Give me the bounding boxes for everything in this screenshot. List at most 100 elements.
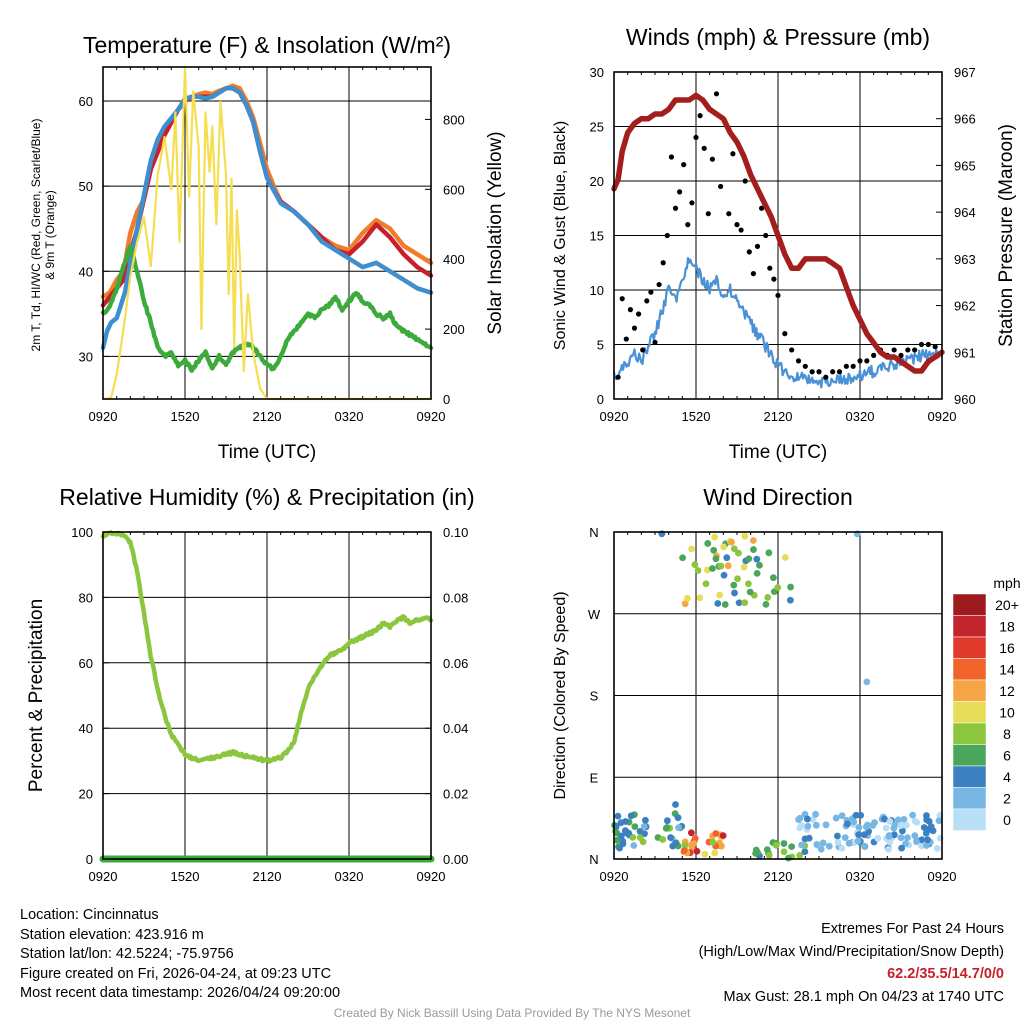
direction-point xyxy=(750,546,757,553)
direction-point xyxy=(622,829,630,836)
direction-point xyxy=(804,822,812,830)
x-tick-label: 2120 xyxy=(764,869,793,884)
direction-point xyxy=(886,818,894,825)
direction-point xyxy=(913,818,921,826)
direction-point xyxy=(924,836,931,844)
direction-point xyxy=(716,591,724,599)
direction-point xyxy=(886,838,894,846)
gust-point xyxy=(763,232,769,239)
direction-point xyxy=(710,546,718,554)
direction-point xyxy=(890,831,898,839)
gust-point xyxy=(677,189,683,195)
direction-point xyxy=(702,580,710,588)
direction-point xyxy=(834,832,841,840)
direction-point xyxy=(728,538,735,546)
gust-point xyxy=(932,344,938,350)
colorbar-label: 2 xyxy=(1003,791,1011,807)
direction-point xyxy=(812,821,820,829)
y-tick-label-left: 40 xyxy=(79,264,93,279)
direction-point xyxy=(845,839,853,847)
extremes-info: Extremes For Past 24 Hours (High/Low/Max… xyxy=(699,918,1004,1008)
direction-point xyxy=(681,600,689,608)
x-tick-label: 2120 xyxy=(253,409,282,424)
gust-point xyxy=(660,260,666,266)
direction-point xyxy=(744,580,752,588)
y-axis-label-left: 2m T, Td, HI/WC (Red, Green, Scarlet/Blu… xyxy=(29,119,57,352)
gust-point xyxy=(925,341,931,348)
gust-point xyxy=(652,339,658,345)
direction-point xyxy=(763,846,771,854)
direction-point xyxy=(712,555,720,563)
x-tick-label: 1520 xyxy=(682,869,711,884)
colorbar-swatch xyxy=(952,722,987,745)
y-axis-label-left: Percent & Precipitation xyxy=(26,599,47,792)
y-tick-label-left: 60 xyxy=(79,94,93,109)
direction-point xyxy=(925,817,933,825)
colorbar-swatch xyxy=(952,744,987,767)
direction-point xyxy=(639,838,647,846)
y-tick-label-right: 400 xyxy=(443,252,465,267)
direction-point xyxy=(774,584,782,591)
chart-title: Temperature (F) & Insolation (W/m²) xyxy=(83,32,451,58)
y-tick-label-left: 10 xyxy=(590,283,604,298)
gust-point xyxy=(802,363,808,369)
direction-point xyxy=(641,830,648,838)
chart-title: Relative Humidity (%) & Precipitation (i… xyxy=(59,484,474,510)
direction-point xyxy=(923,812,930,819)
direction-point xyxy=(900,815,908,823)
direction-point xyxy=(667,834,675,841)
direction-point xyxy=(765,549,773,557)
direction-point xyxy=(838,812,846,820)
gust-point xyxy=(668,154,675,160)
chart-title: Winds (mph) & Pressure (mb) xyxy=(626,24,930,50)
colorbar-label: 6 xyxy=(1003,748,1011,764)
direction-point xyxy=(740,563,748,571)
colorbar-swatch xyxy=(952,679,987,702)
extremes-legend: (High/Low/Max Wind/Precipitation/Snow De… xyxy=(698,943,1004,960)
direction-point xyxy=(688,545,696,553)
x-tick-label: 0320 xyxy=(335,869,364,884)
gust-point xyxy=(726,211,732,217)
gust-point xyxy=(627,307,634,313)
direction-point xyxy=(882,824,890,832)
direction-point xyxy=(909,811,917,819)
direction-point xyxy=(787,583,794,591)
gust-point xyxy=(705,211,711,217)
direction-point xyxy=(674,814,682,822)
station-elevation: Station elevation: 423.916 m xyxy=(20,926,204,943)
direction-point xyxy=(663,824,671,831)
direction-point xyxy=(631,823,639,831)
direction-point xyxy=(894,816,902,824)
direction-point xyxy=(855,823,863,831)
x-tick-label: 1520 xyxy=(171,869,200,884)
direction-point xyxy=(719,832,727,840)
direction-point xyxy=(690,840,698,847)
direction-point xyxy=(613,836,621,844)
series-solar-insolation xyxy=(101,65,433,401)
direction-point xyxy=(694,567,702,574)
y-tick-label: N xyxy=(589,852,598,867)
direction-point xyxy=(711,849,719,857)
direction-point xyxy=(616,844,624,852)
direction-point xyxy=(796,852,804,859)
y-tick-label-left: 5 xyxy=(597,338,604,353)
direction-point xyxy=(854,837,862,845)
direction-point xyxy=(922,829,930,837)
station-info: Location: Cincinnatus Station elevation:… xyxy=(20,906,340,1004)
y-tick-label-right: 200 xyxy=(443,322,465,337)
y-tick-label-right: 966 xyxy=(954,112,976,127)
gust-point xyxy=(664,232,670,239)
direction-point xyxy=(731,589,738,597)
direction-point xyxy=(741,599,749,607)
x-tick-label: 0920 xyxy=(928,869,957,884)
direction-point xyxy=(754,849,761,856)
gust-point xyxy=(795,358,802,364)
gust-point xyxy=(730,151,736,157)
direction-point xyxy=(911,832,919,840)
direction-point xyxy=(796,824,804,832)
direction-point xyxy=(721,601,729,608)
direction-point xyxy=(841,834,849,842)
direction-point xyxy=(693,847,701,855)
panel-temp: 0920 1520 2120 0320 0920 Temperature (F) & In… xyxy=(29,32,506,463)
direction-point xyxy=(672,839,680,847)
